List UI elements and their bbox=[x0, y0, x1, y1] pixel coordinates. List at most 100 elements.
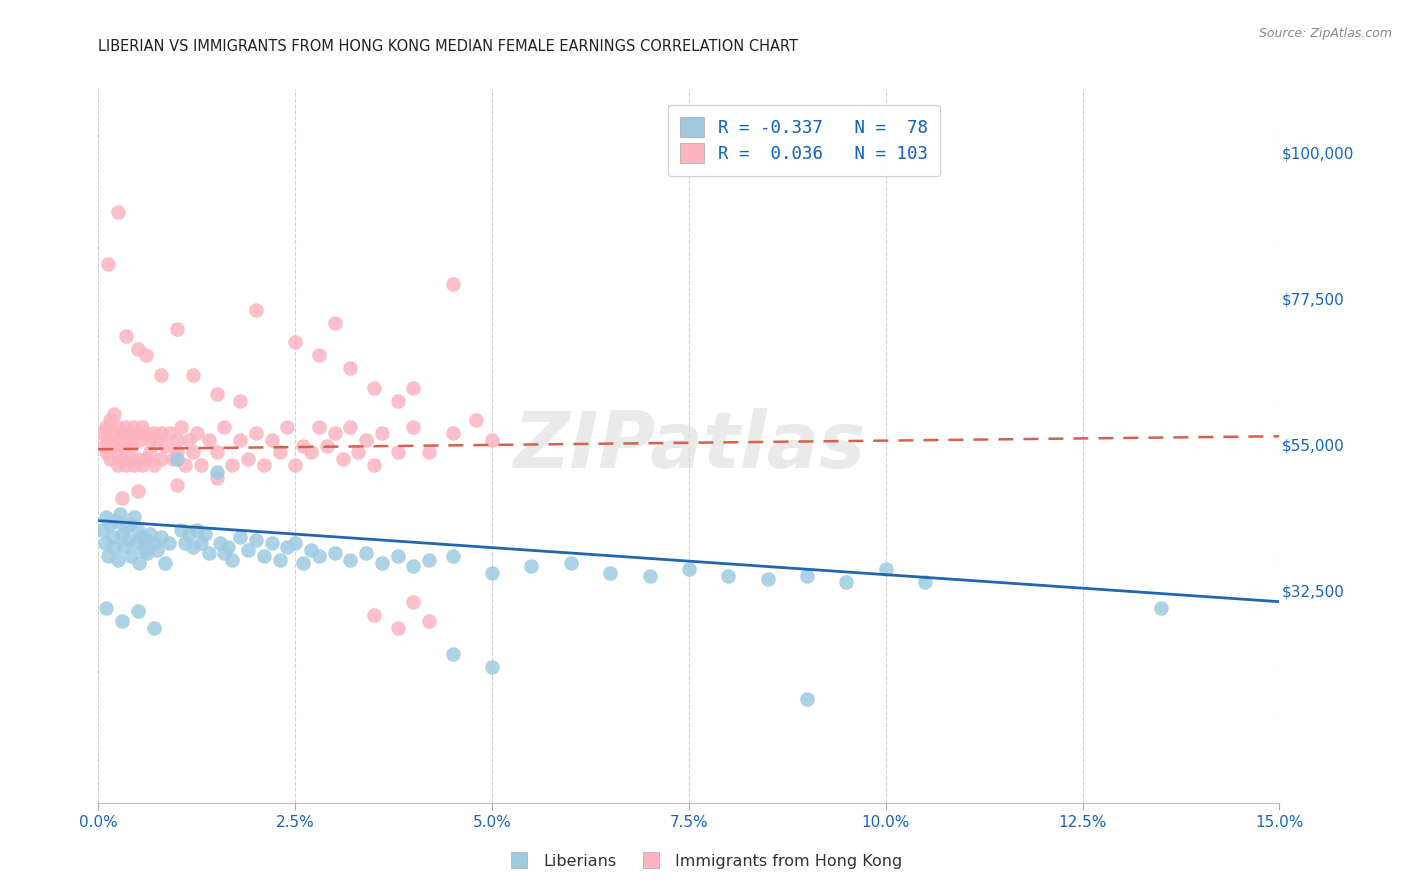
Point bbox=[387, 393, 409, 408]
Point bbox=[142, 536, 165, 550]
Point bbox=[127, 425, 149, 440]
Point bbox=[236, 542, 259, 557]
Point bbox=[166, 452, 188, 467]
Point bbox=[229, 530, 252, 544]
Point bbox=[269, 445, 291, 459]
Point bbox=[638, 568, 661, 582]
Point bbox=[111, 526, 134, 541]
Point bbox=[150, 425, 173, 440]
Point bbox=[101, 530, 124, 544]
Point bbox=[796, 692, 818, 706]
Point bbox=[323, 546, 346, 560]
Point bbox=[127, 524, 149, 538]
Text: $55,000: $55,000 bbox=[1282, 439, 1344, 453]
Point bbox=[166, 433, 188, 447]
Point bbox=[103, 407, 125, 421]
Point bbox=[1150, 601, 1173, 615]
Point bbox=[315, 439, 337, 453]
Point bbox=[354, 433, 377, 447]
Point bbox=[332, 452, 354, 467]
Text: Source: ZipAtlas.com: Source: ZipAtlas.com bbox=[1258, 27, 1392, 40]
Point bbox=[205, 471, 228, 485]
Point bbox=[418, 445, 440, 459]
Point bbox=[166, 322, 188, 336]
Point bbox=[104, 445, 127, 459]
Point bbox=[323, 316, 346, 330]
Point bbox=[93, 536, 115, 550]
Point bbox=[97, 549, 120, 564]
Point bbox=[276, 419, 298, 434]
Point bbox=[292, 439, 315, 453]
Point bbox=[339, 552, 361, 566]
Point bbox=[103, 439, 125, 453]
Point bbox=[481, 566, 503, 580]
Point bbox=[441, 425, 464, 440]
Point bbox=[150, 530, 173, 544]
Point bbox=[292, 556, 315, 570]
Point bbox=[363, 381, 385, 395]
Point bbox=[260, 433, 283, 447]
Point bbox=[104, 514, 127, 528]
Point bbox=[150, 368, 173, 382]
Point bbox=[138, 433, 160, 447]
Point bbox=[875, 562, 897, 576]
Point bbox=[339, 419, 361, 434]
Point bbox=[136, 546, 159, 560]
Point bbox=[560, 556, 582, 570]
Point bbox=[96, 601, 118, 615]
Point bbox=[122, 510, 145, 524]
Point bbox=[205, 387, 228, 401]
Point bbox=[354, 546, 377, 560]
Point bbox=[347, 445, 370, 459]
Point bbox=[96, 445, 118, 459]
Point bbox=[135, 425, 157, 440]
Point bbox=[214, 546, 236, 560]
Point bbox=[110, 507, 132, 521]
Y-axis label: Median Female Earnings: Median Female Earnings bbox=[0, 357, 7, 535]
Point bbox=[796, 568, 818, 582]
Point bbox=[127, 604, 149, 618]
Point bbox=[174, 536, 197, 550]
Point bbox=[118, 425, 141, 440]
Point bbox=[323, 425, 346, 440]
Point bbox=[157, 536, 180, 550]
Point bbox=[118, 516, 141, 531]
Point bbox=[162, 452, 184, 467]
Point bbox=[284, 458, 307, 473]
Point bbox=[914, 575, 936, 590]
Point bbox=[465, 413, 488, 427]
Point bbox=[146, 542, 169, 557]
Point bbox=[245, 425, 267, 440]
Point bbox=[402, 381, 425, 395]
Point bbox=[110, 433, 132, 447]
Point bbox=[127, 452, 149, 467]
Text: $77,500: $77,500 bbox=[1282, 293, 1344, 308]
Point bbox=[155, 556, 177, 570]
Point bbox=[418, 614, 440, 628]
Point bbox=[98, 413, 121, 427]
Point bbox=[229, 393, 252, 408]
Point bbox=[135, 452, 157, 467]
Point bbox=[118, 452, 141, 467]
Point bbox=[181, 368, 204, 382]
Point bbox=[717, 568, 740, 582]
Point bbox=[107, 552, 129, 566]
Point bbox=[107, 205, 129, 219]
Point bbox=[127, 484, 149, 499]
Point bbox=[276, 540, 298, 554]
Point bbox=[260, 536, 283, 550]
Point bbox=[186, 425, 208, 440]
Point bbox=[97, 433, 120, 447]
Point bbox=[284, 335, 307, 350]
Point bbox=[146, 433, 169, 447]
Point bbox=[363, 607, 385, 622]
Point bbox=[402, 595, 425, 609]
Point bbox=[245, 533, 267, 547]
Point bbox=[131, 530, 153, 544]
Point bbox=[253, 458, 276, 473]
Point bbox=[205, 465, 228, 479]
Point bbox=[194, 526, 217, 541]
Point bbox=[98, 452, 121, 467]
Point bbox=[174, 458, 197, 473]
Point bbox=[177, 433, 200, 447]
